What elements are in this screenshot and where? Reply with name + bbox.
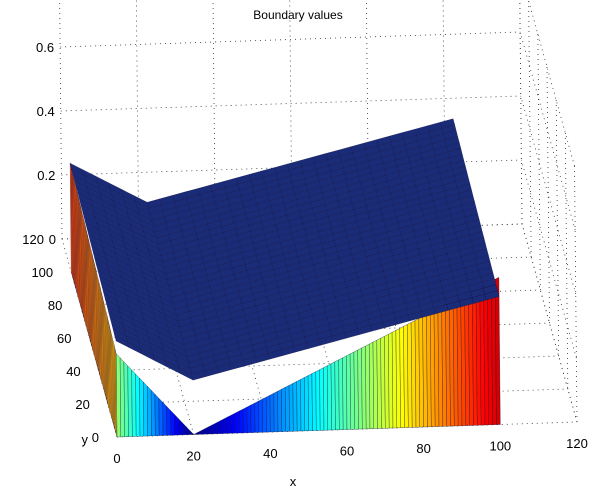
z-tick-label: 0.6	[36, 40, 54, 55]
x-tick-labels: 0 20 40 60 80 100 120	[113, 436, 587, 466]
z-tick-label: 0	[49, 232, 56, 247]
x-tick-label: 40	[263, 446, 277, 461]
y-tick-label: 100	[31, 265, 53, 280]
y-axis-label: y	[82, 432, 89, 447]
surface	[69, 118, 501, 438]
x-tick-label: 120	[566, 436, 588, 451]
x-tick-label: 0	[113, 451, 120, 466]
y-tick-label: 40	[66, 364, 80, 379]
y-tick-label: 120	[22, 232, 44, 247]
z-tick-label: 0.2	[37, 168, 55, 183]
y-tick-label: 60	[57, 331, 71, 346]
y-tick-labels: 0 20 40 60 80 100 120	[22, 232, 99, 445]
x-tick-label: 20	[186, 449, 200, 464]
x-axis-label: x	[290, 474, 297, 489]
x-tick-label: 80	[416, 441, 430, 456]
x-tick-label: 100	[489, 439, 511, 454]
x-tick-label: 60	[340, 444, 354, 459]
z-tick-label: 0.4	[37, 104, 55, 119]
y-tick-label: 0	[92, 430, 99, 445]
y-tick-label: 80	[48, 298, 62, 313]
chart-title: Boundary values	[253, 8, 342, 22]
y-tick-label: 20	[75, 397, 89, 412]
z-tick-labels: 00.20.40.60.8	[36, 40, 56, 247]
